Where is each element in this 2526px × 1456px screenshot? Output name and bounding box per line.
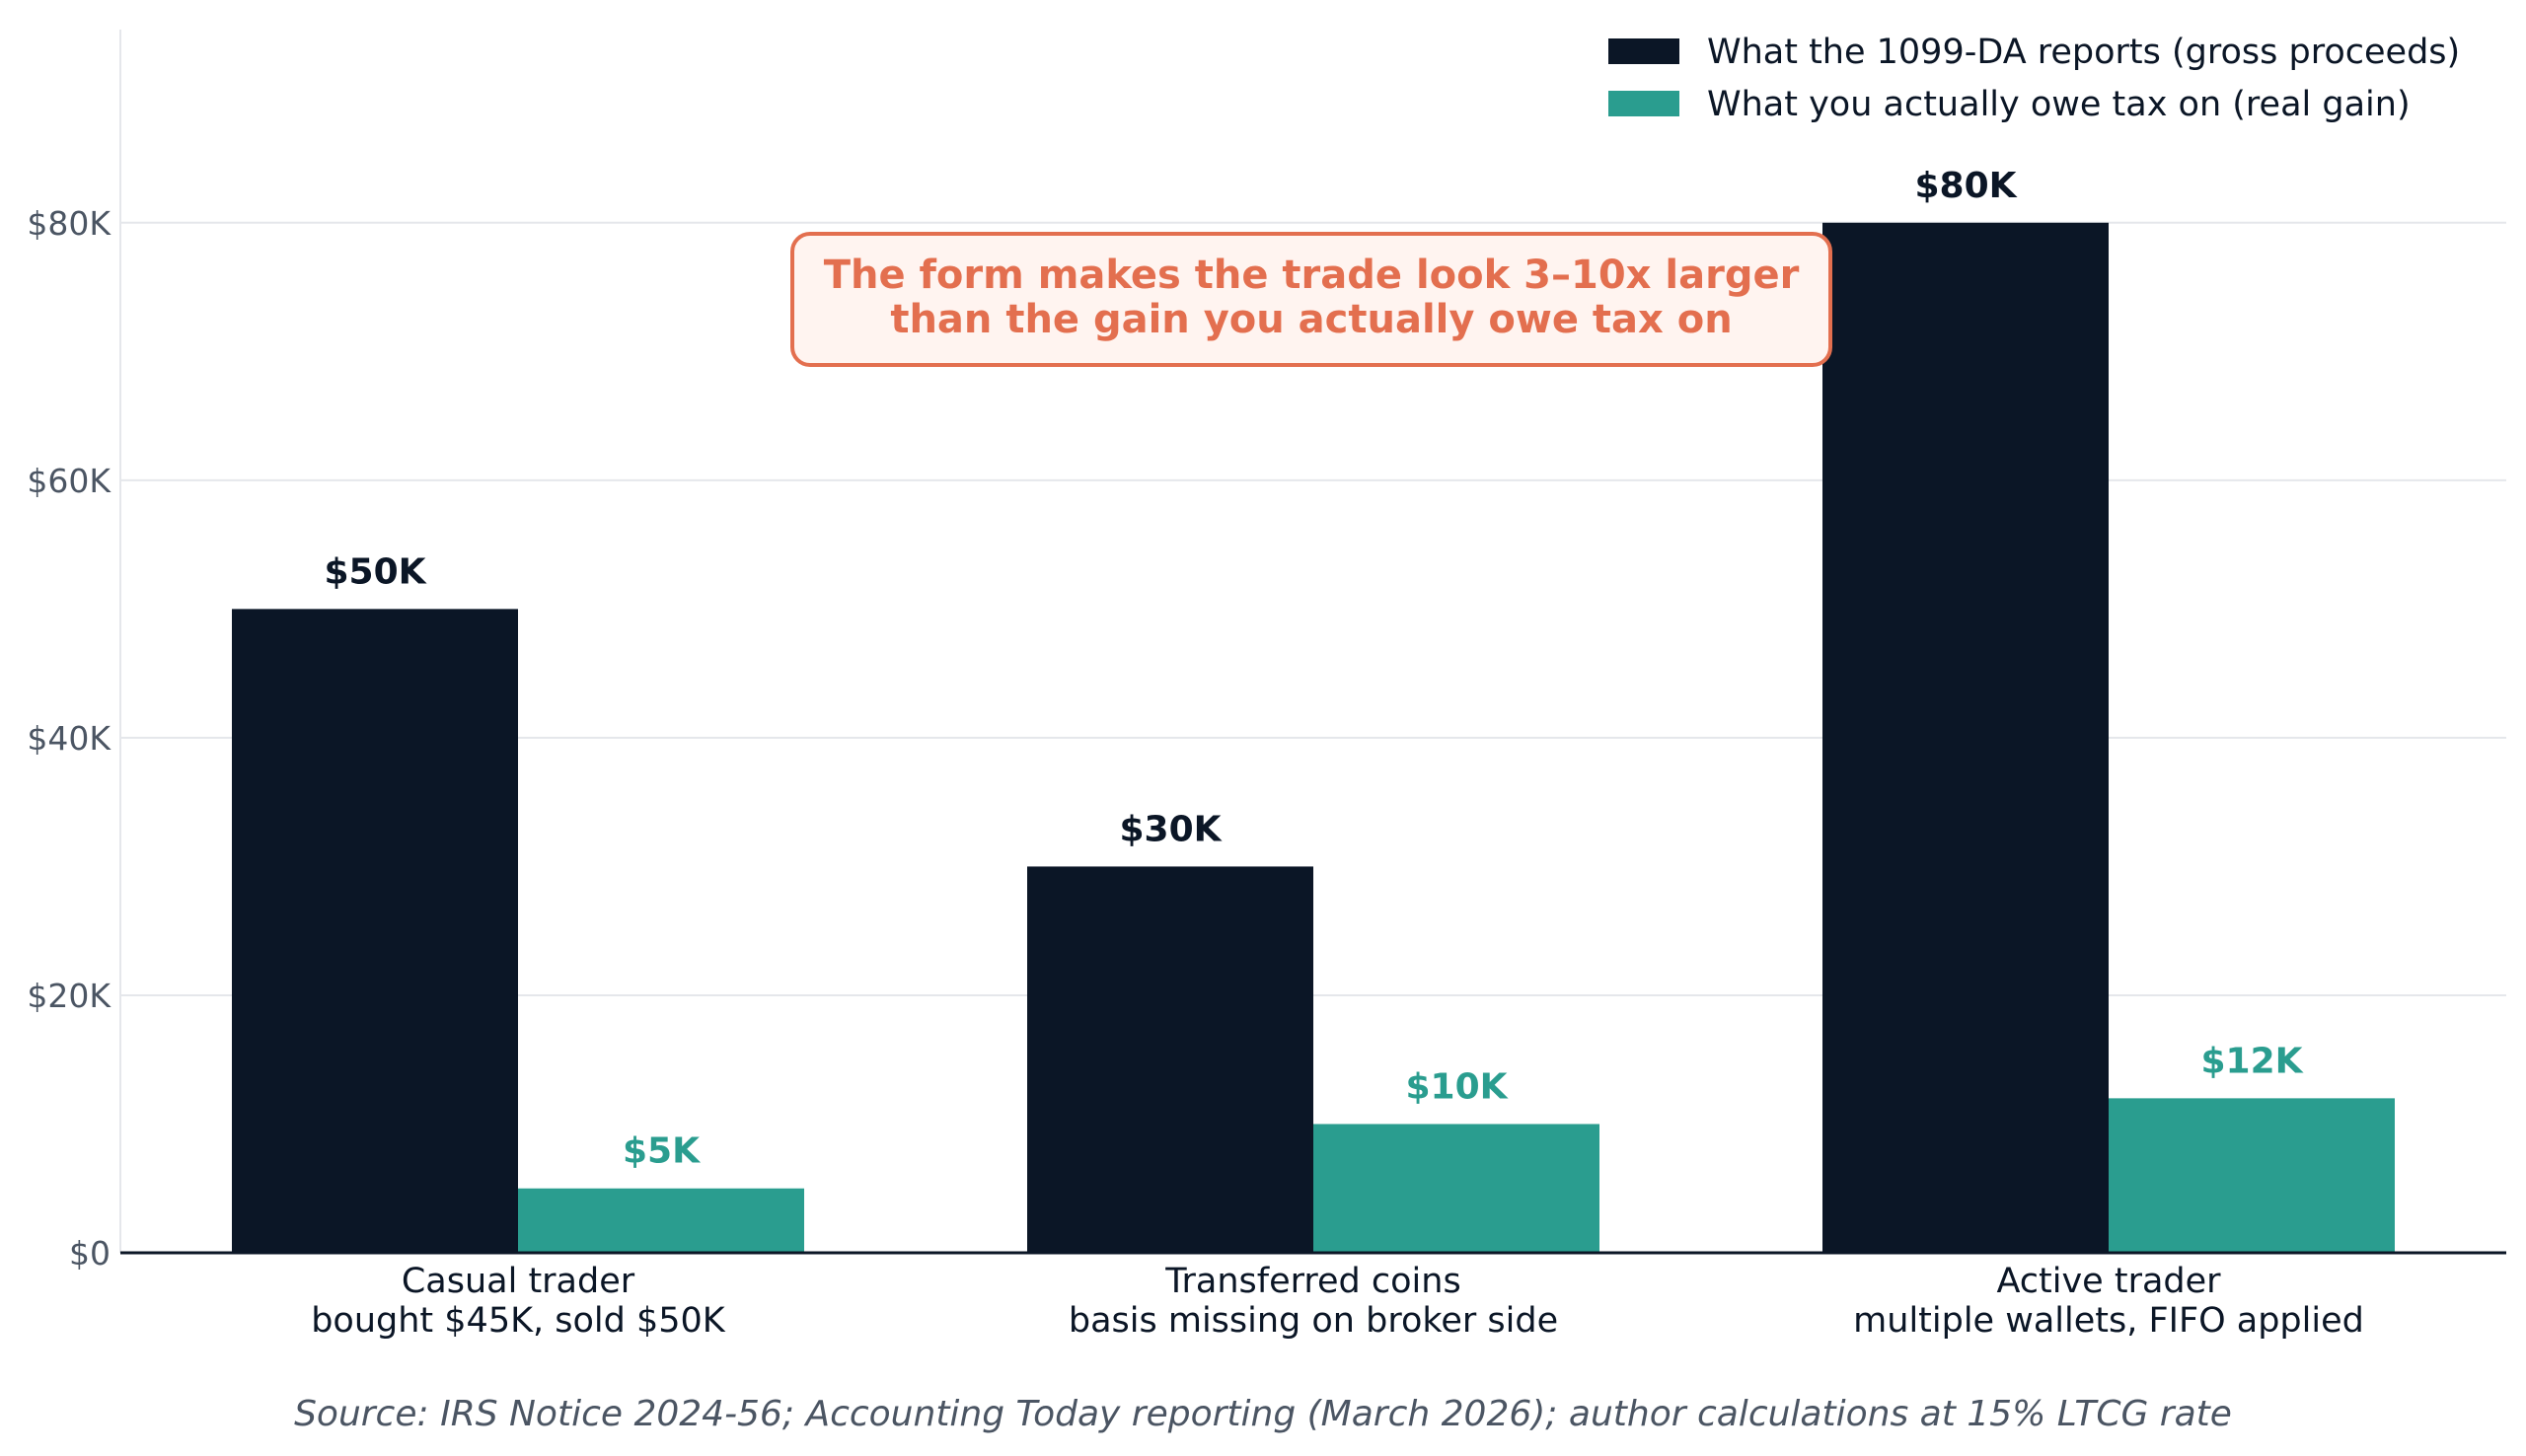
legend-swatch — [1608, 38, 1679, 64]
legend-label: What the 1099-DA reports (gross proceeds… — [1707, 33, 2460, 72]
y-tick-label: $40K — [27, 719, 111, 758]
source-note: Source: IRS Notice 2024-56; Accounting T… — [294, 1394, 2232, 1434]
x-tick-label-line: Casual trader — [402, 1262, 635, 1301]
y-tick-label: $0 — [69, 1234, 111, 1273]
data-label: $50K — [324, 551, 426, 592]
legend-label: What you actually owe tax on (real gain) — [1707, 85, 2411, 124]
bar — [2109, 1098, 2395, 1253]
annotation-text: The form makes the trade look 3–10x larg… — [824, 253, 1800, 298]
x-tick-label-line: Transferred coins — [1164, 1262, 1460, 1301]
bars — [232, 222, 2395, 1254]
data-label: $80K — [1914, 166, 2017, 206]
x-axis-category-labels: Casual trader bought $45K, sold $50K Trans… — [311, 1262, 2364, 1341]
legend: What the 1099-DA reports (gross proceeds… — [1608, 33, 2460, 124]
annotation-callout: The form makes the trade look 3–10x larg… — [790, 232, 1832, 367]
legend-swatch — [1608, 91, 1679, 116]
y-tick-label: $60K — [27, 462, 111, 500]
x-tick-label-line: Active trader — [1996, 1262, 2221, 1301]
data-label: $30K — [1119, 809, 1222, 849]
axes — [119, 30, 2506, 1255]
y-tick-label: $20K — [27, 977, 111, 1015]
bar — [232, 609, 518, 1253]
annotation-box — [790, 232, 1832, 367]
annotation-text: than the gain you actually owe tax on — [890, 297, 1732, 342]
x-tick-label: Transferred coins basis missing on broker… — [1069, 1262, 1558, 1341]
x-tick-label-line: multiple wallets, FIFO applied — [1853, 1301, 2364, 1341]
x-tick-label-line: bought $45K, sold $50K — [311, 1301, 726, 1341]
bar — [1027, 866, 1313, 1253]
bar — [518, 1188, 804, 1253]
bar — [1822, 222, 2109, 1254]
y-tick-label: $80K — [27, 204, 111, 243]
data-label: $12K — [2200, 1041, 2303, 1081]
data-label: $5K — [623, 1131, 701, 1172]
y-axis-ticks: $0 $20K $40K $60K $80K — [27, 204, 111, 1273]
x-tick-label-line: basis missing on broker side — [1069, 1301, 1558, 1341]
data-label: $10K — [1405, 1066, 1508, 1107]
x-tick-label: Active trader multiple wallets, FIFO appl… — [1853, 1262, 2364, 1341]
x-tick-label: Casual trader bought $45K, sold $50K — [311, 1262, 726, 1341]
bar — [1313, 1124, 1599, 1253]
data-labels: $50K $5K $30K $10K $80K $12K — [324, 166, 2303, 1172]
